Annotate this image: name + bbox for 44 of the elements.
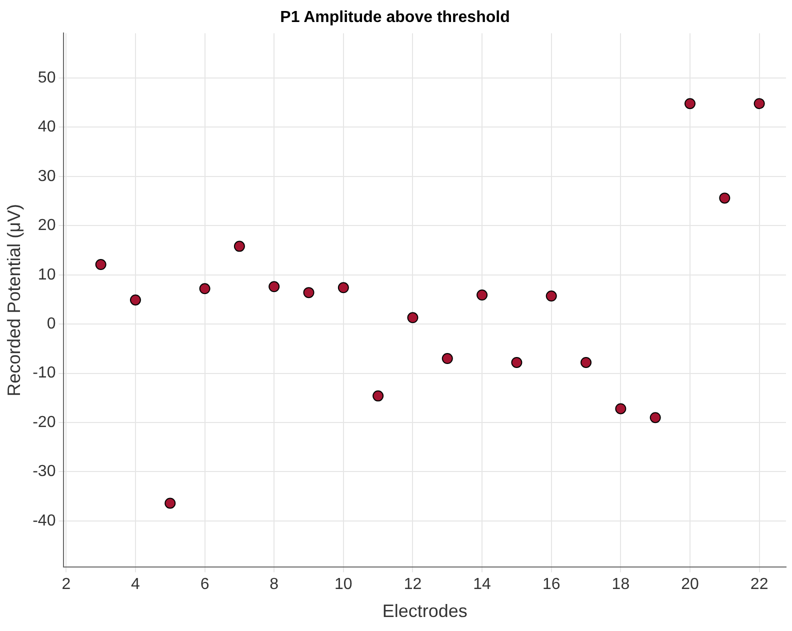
point (546, 290, 557, 302)
point (754, 98, 765, 110)
y-tick-label: 10 (38, 266, 56, 284)
y-tick-label: -20 (32, 414, 56, 431)
point (615, 403, 626, 414)
y-tick-label: 20 (38, 217, 56, 234)
y-axis-title: Recorded Potential (μV) (4, 204, 24, 396)
point (719, 192, 730, 204)
x-tick-label: 16 (542, 576, 560, 594)
point (164, 498, 176, 509)
x-tick-label: 10 (334, 576, 352, 594)
x-tick-label: 22 (750, 576, 768, 594)
point (338, 282, 349, 294)
point (684, 98, 696, 110)
x-axis-title: Electrodes (382, 601, 468, 622)
y-tick-label: -30 (32, 463, 56, 480)
point (407, 312, 418, 324)
x-tick-label: 12 (404, 576, 422, 594)
point (442, 353, 453, 364)
x-tick-label: 14 (473, 576, 492, 594)
point (511, 356, 522, 368)
point (303, 287, 314, 298)
x-tick-label: 20 (681, 576, 699, 594)
x-tick-label: 8 (270, 576, 279, 594)
x-tick-label: 6 (200, 576, 210, 594)
point (130, 294, 141, 306)
point (580, 356, 592, 368)
y-tick-label: 50 (38, 69, 56, 86)
point (268, 281, 280, 292)
y-tick-label: -10 (32, 364, 56, 382)
point (476, 290, 488, 301)
point (372, 390, 384, 402)
y-tick-label: 40 (38, 118, 56, 136)
point (95, 259, 106, 270)
y-tick-label: -40 (32, 512, 56, 530)
point (234, 240, 245, 252)
chart-title: P1 Amplitude above threshold (280, 9, 510, 26)
y-tick-label: 0 (46, 315, 56, 332)
x-tick-label: 4 (131, 576, 140, 594)
point (199, 283, 210, 294)
point (650, 412, 661, 424)
x-tick-label: 2 (62, 576, 71, 594)
x-tick-label: 18 (612, 576, 630, 594)
y-tick-label: 30 (38, 168, 56, 185)
